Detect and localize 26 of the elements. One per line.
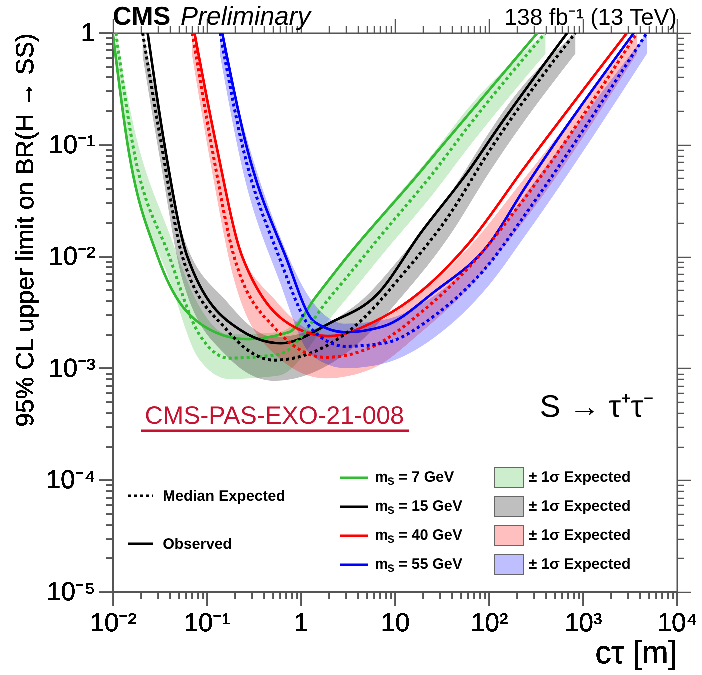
legend-label: ± 1σ Expected — [529, 469, 631, 486]
x-tick-label: 1 — [294, 608, 309, 638]
x-tick-label: 10 — [381, 608, 410, 638]
y-tick-label: 10⁻⁴ — [46, 464, 96, 495]
y-tick-label: 10⁻² — [48, 241, 96, 272]
x-tick-label: 10³ — [564, 608, 603, 638]
x-tick-label: 10⁴ — [657, 608, 698, 638]
annotation: CMS-PAS-EXO-21-008 — [145, 402, 404, 430]
annotation: Median Expected — [163, 488, 286, 505]
text: 138 fb⁻¹ (13 TeV) — [504, 4, 677, 30]
legend-label: ± 1σ Expected — [529, 498, 631, 515]
y-tick-label: 10⁻¹ — [48, 129, 96, 160]
y-tick-label: 1 — [81, 18, 96, 48]
legend-label: ± 1σ Expected — [529, 527, 631, 544]
y-axis-title: 95% CL upper limit on BR(H → SS) — [11, 34, 40, 428]
legend-label: ± 1σ Expected — [529, 556, 631, 573]
chart-subtitle: Preliminary — [180, 1, 313, 31]
annotation: Observed — [163, 536, 232, 553]
x-tick-label: 10⁻² — [90, 608, 138, 638]
x-axis-title: cτ [m] — [596, 634, 678, 670]
y-tick-label: 10⁻⁵ — [46, 576, 96, 606]
chart-title: CMS — [113, 1, 171, 31]
x-tick-label: 10² — [470, 608, 509, 638]
annotation: S → τ⁺τ⁻ — [540, 389, 654, 424]
x-tick-label: 10⁻¹ — [184, 608, 232, 638]
y-tick-label: 10⁻³ — [48, 352, 96, 383]
